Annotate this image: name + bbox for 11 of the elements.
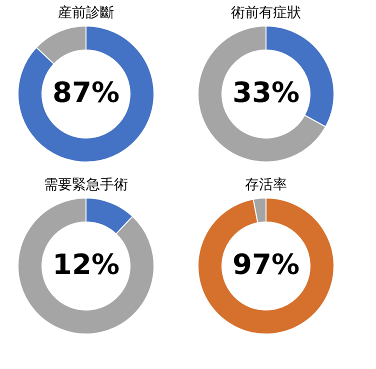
chart-title: 需要緊急手術 [44,176,128,192]
data-label: 87% [52,76,120,109]
data-label: 12% [52,248,120,281]
donut-slice [198,198,334,334]
chart-title: 産前診斷 [58,4,114,20]
data-label: 33% [232,76,300,109]
chart-title: 術前有症狀 [231,4,301,20]
donut-slice [18,26,154,162]
data-label: 97% [232,248,300,281]
donut-slice [18,198,154,334]
chart-title: 存活率 [245,176,287,192]
